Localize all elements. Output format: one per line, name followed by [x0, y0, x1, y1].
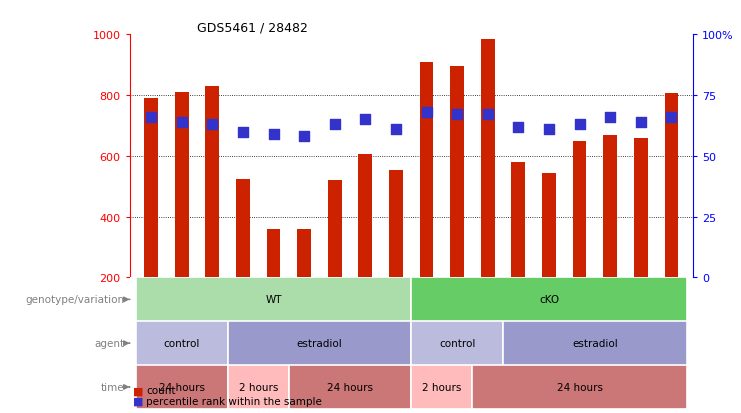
- Point: [421, 109, 433, 116]
- Bar: [227, 321, 411, 365]
- Text: ■: ■: [133, 396, 144, 406]
- Bar: [481, 40, 495, 278]
- Bar: [665, 94, 678, 278]
- Point: [574, 121, 585, 128]
- Bar: [451, 67, 464, 278]
- Point: [359, 117, 371, 123]
- Text: ■: ■: [133, 385, 144, 395]
- Point: [635, 119, 647, 126]
- Bar: [411, 321, 503, 365]
- Point: [604, 114, 616, 121]
- Bar: [419, 62, 433, 278]
- Bar: [359, 155, 372, 278]
- Point: [665, 114, 677, 121]
- Text: percentile rank within the sample: percentile rank within the sample: [146, 396, 322, 406]
- Bar: [634, 138, 648, 278]
- Text: genotype/variation: genotype/variation: [25, 294, 124, 305]
- Bar: [328, 181, 342, 278]
- Bar: [603, 135, 617, 278]
- Bar: [136, 365, 227, 409]
- Point: [543, 126, 555, 133]
- Bar: [511, 163, 525, 278]
- Text: estradiol: estradiol: [572, 338, 618, 348]
- Text: WT: WT: [265, 294, 282, 305]
- Point: [390, 126, 402, 133]
- Text: control: control: [439, 338, 476, 348]
- Bar: [136, 278, 411, 321]
- Point: [207, 121, 219, 128]
- Bar: [175, 93, 189, 278]
- Point: [298, 134, 310, 140]
- Text: agent: agent: [94, 338, 124, 348]
- Bar: [573, 141, 586, 278]
- Bar: [411, 278, 687, 321]
- Point: [176, 119, 187, 126]
- Point: [145, 114, 157, 121]
- Text: 24 hours: 24 hours: [556, 382, 602, 392]
- Text: 24 hours: 24 hours: [159, 382, 205, 392]
- Bar: [297, 229, 311, 278]
- Point: [329, 121, 341, 128]
- Point: [237, 129, 249, 135]
- Bar: [205, 87, 219, 278]
- Text: count: count: [146, 385, 176, 395]
- Point: [482, 112, 494, 119]
- Text: cKO: cKO: [539, 294, 559, 305]
- Text: control: control: [164, 338, 200, 348]
- Bar: [389, 170, 403, 278]
- Point: [451, 112, 463, 119]
- Text: 2 hours: 2 hours: [422, 382, 462, 392]
- Bar: [227, 365, 289, 409]
- Bar: [289, 365, 411, 409]
- Bar: [542, 173, 556, 278]
- Point: [513, 124, 525, 131]
- Text: time: time: [101, 382, 124, 392]
- Bar: [267, 229, 280, 278]
- Bar: [503, 321, 687, 365]
- Text: GDS5461 / 28482: GDS5461 / 28482: [197, 21, 308, 34]
- Text: 24 hours: 24 hours: [327, 382, 373, 392]
- Bar: [473, 365, 687, 409]
- Bar: [236, 179, 250, 278]
- Bar: [411, 365, 473, 409]
- Point: [268, 131, 279, 138]
- Bar: [136, 321, 227, 365]
- Text: estradiol: estradiol: [296, 338, 342, 348]
- Bar: [144, 99, 158, 278]
- Text: 2 hours: 2 hours: [239, 382, 278, 392]
